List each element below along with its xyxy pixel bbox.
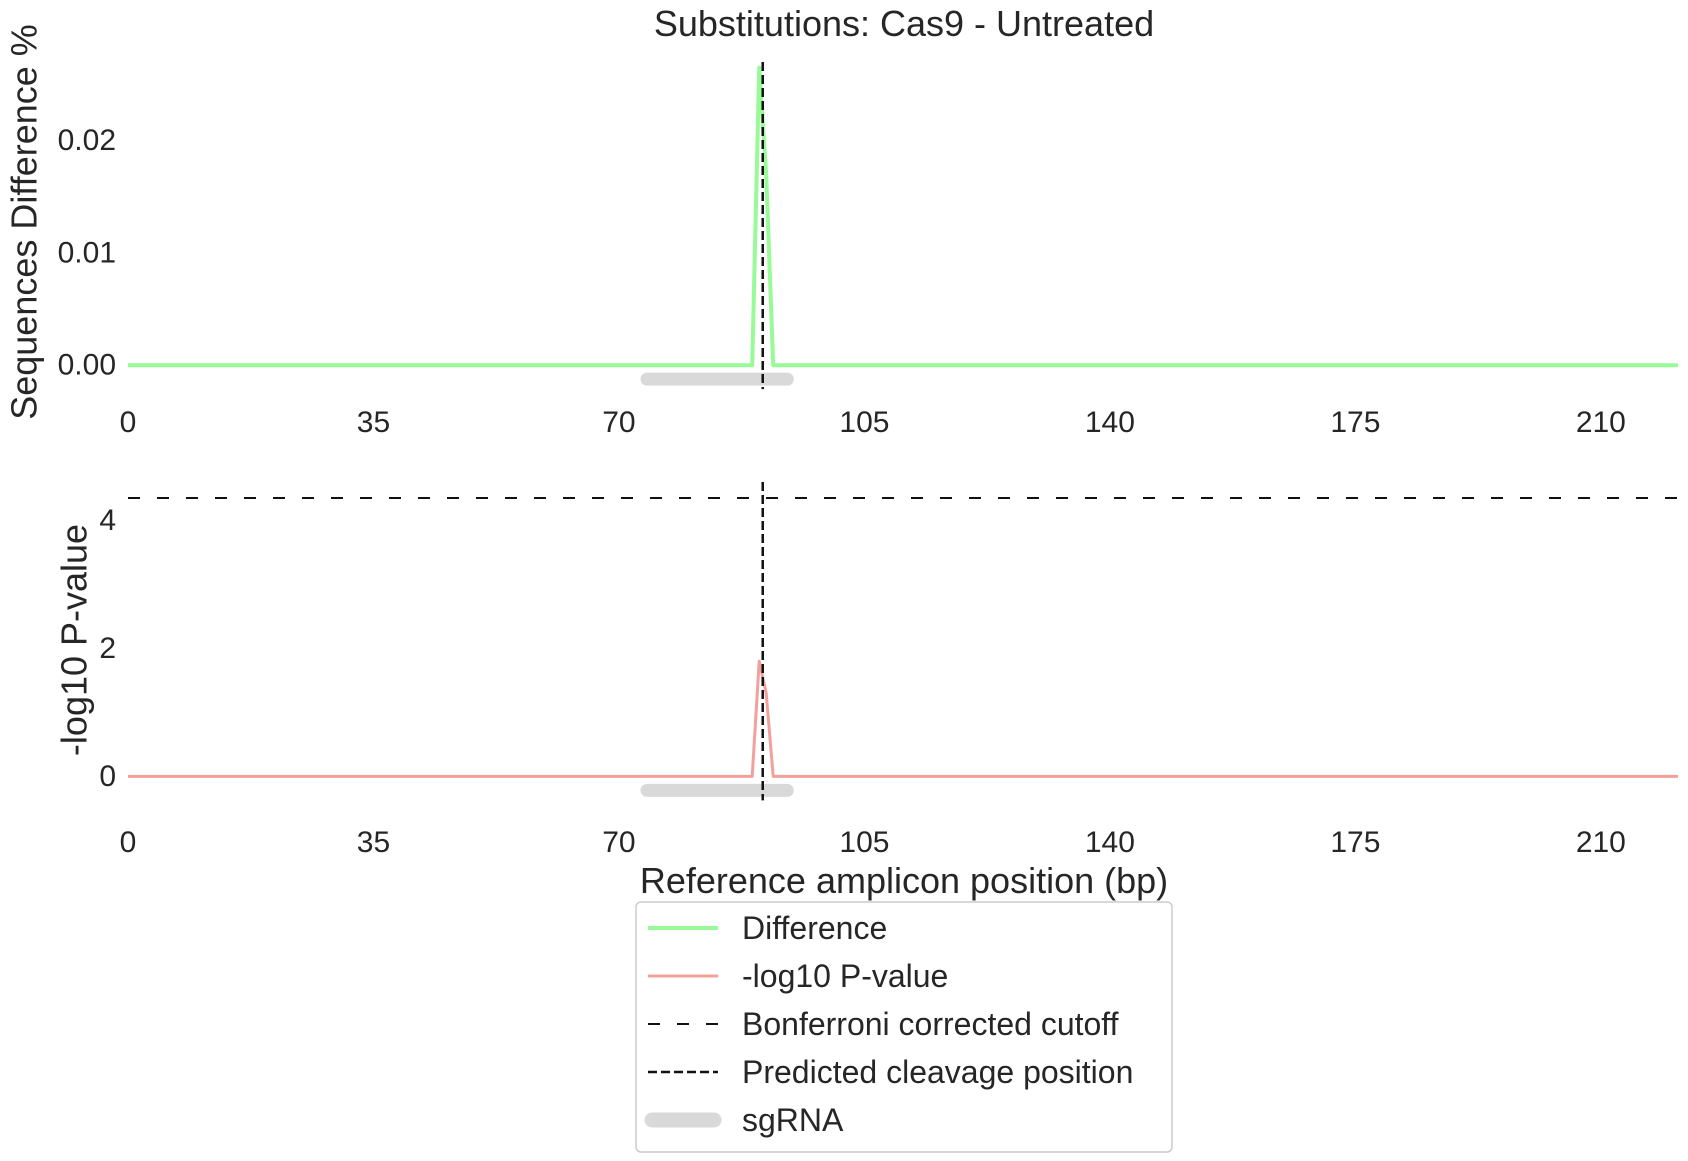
- x-tick-label: 0: [120, 826, 137, 859]
- y-axis-label: Sequences Difference %: [4, 24, 45, 420]
- legend-entry-label: Bonferroni corrected cutoff: [742, 1006, 1119, 1042]
- chart-title: Substitutions: Cas9 - Untreated: [654, 3, 1154, 44]
- legend-entry-label: sgRNA: [742, 1102, 844, 1138]
- x-tick-label: 210: [1576, 826, 1626, 859]
- x-tick-label: 140: [1085, 406, 1135, 439]
- legend-entry-label: Difference: [742, 910, 887, 946]
- x-tick-label: 175: [1330, 826, 1380, 859]
- legend-box: [635, 901, 1173, 1153]
- x-tick-label: 105: [839, 406, 889, 439]
- legend-entry-label: Predicted cleavage position: [742, 1054, 1133, 1090]
- y-tick-label: 0.01: [58, 236, 116, 269]
- y-axis-label: -log10 P-value: [54, 524, 95, 756]
- y-tick-label: 0: [99, 760, 116, 793]
- x-tick-label: 175: [1330, 406, 1380, 439]
- x-tick-label: 35: [357, 826, 390, 859]
- x-tick-label: 210: [1576, 406, 1626, 439]
- x-axis-label: Reference amplicon position (bp): [640, 860, 1168, 901]
- y-tick-label: 0.02: [58, 124, 116, 157]
- series-line-difference: [128, 65, 1678, 368]
- x-tick-label: 105: [839, 826, 889, 859]
- x-tick-label: 70: [602, 406, 635, 439]
- x-tick-label: 35: [357, 406, 390, 439]
- x-tick-label: 70: [602, 826, 635, 859]
- x-tick-label: 0: [120, 406, 137, 439]
- x-tick-label: 140: [1085, 826, 1135, 859]
- legend-entry-label: -log10 P-value: [742, 958, 948, 994]
- y-tick-label: 2: [99, 632, 116, 665]
- series-line-pvalue: [128, 659, 1678, 778]
- y-tick-label: 0.00: [58, 349, 116, 382]
- y-tick-label: 4: [99, 504, 116, 537]
